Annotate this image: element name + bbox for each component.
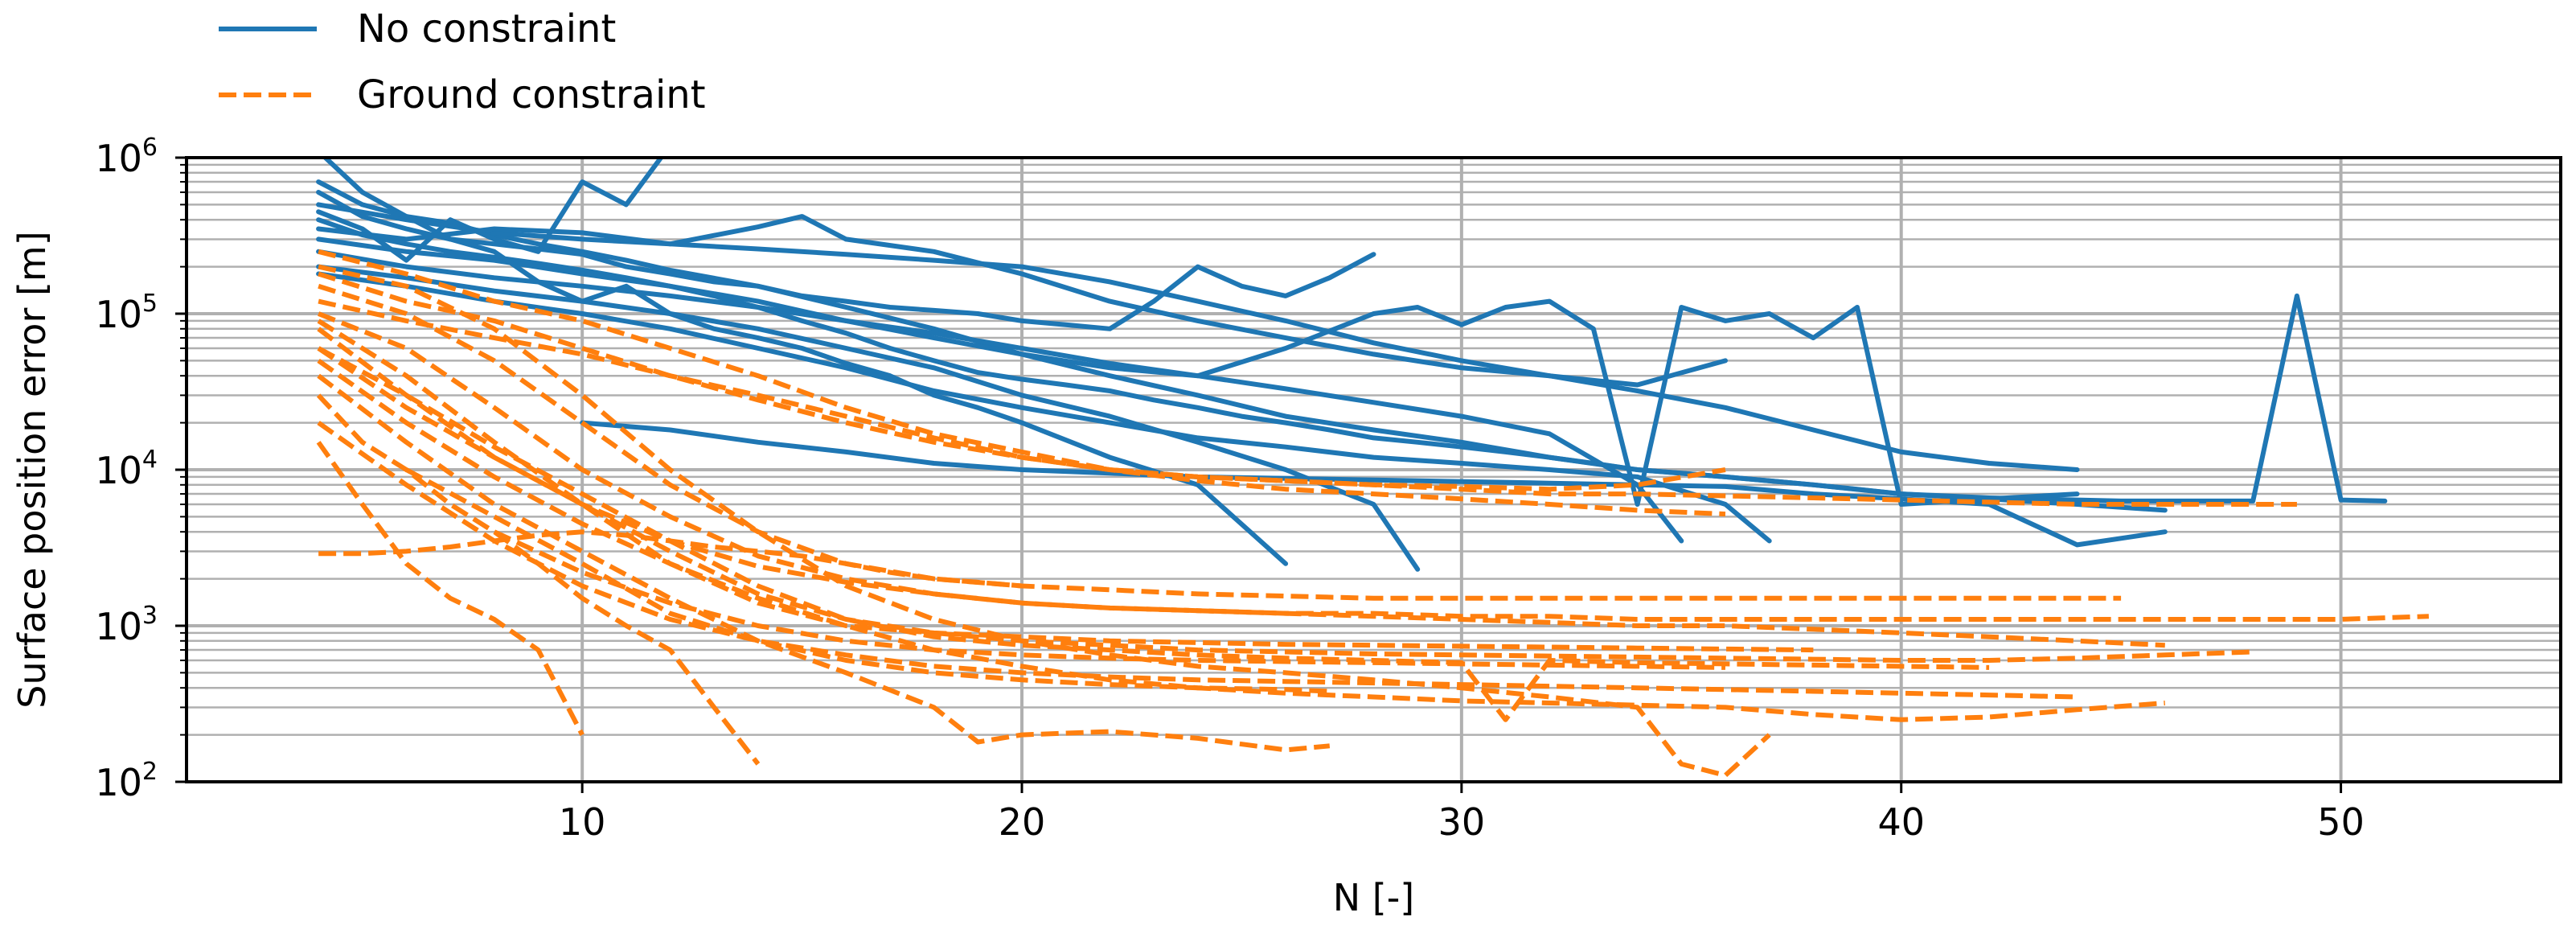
series-layer: [316, 158, 2430, 778]
series-line-ground-constraint-29: [493, 529, 1726, 670]
x-axis-label: N [-]: [1333, 876, 1415, 919]
legend-label-no-constraint: No constraint: [357, 6, 616, 51]
series-line-ground-constraint-24: [317, 327, 2254, 663]
series-line-no-constraint-1: [316, 190, 1376, 331]
y-tick-label: 102: [95, 758, 158, 804]
series-line-ground-constraint-26: [317, 346, 1990, 722]
y-tick-label: 103: [95, 602, 158, 648]
x-tick-label: 10: [559, 800, 606, 844]
x-tick-label: 40: [1877, 800, 1925, 844]
x-tick-label: 30: [1438, 800, 1486, 844]
y-axis-ticks: 102 103 104 105 106: [95, 134, 187, 804]
legend: No constraint Ground constraint: [219, 6, 706, 117]
series-line-ground-constraint-15: [317, 346, 2165, 648]
series-line-ground-constraint-25: [317, 421, 2078, 700]
series-line-no-constraint-10: [316, 271, 1772, 544]
series-line-no-constraint-5: [316, 179, 1289, 566]
x-tick-label: 50: [2317, 800, 2365, 844]
y-tick-label: 106: [95, 134, 158, 180]
legend-label-ground-constraint: Ground constraint: [357, 72, 706, 117]
series-line-ground-constraint-20: [317, 373, 1331, 753]
series-line-no-constraint-11: [580, 420, 2168, 548]
y-tick-label: 104: [95, 446, 158, 492]
series-line-ground-constraint-18: [318, 264, 1771, 778]
series-line-ground-constraint-19: [317, 358, 2166, 722]
series-line-ground-constraint-17: [318, 283, 2122, 601]
series-line-ground-constraint-28: [317, 319, 1814, 653]
y-axis-label: Surface position error [m]: [10, 231, 54, 708]
series-line-ground-constraint-23: [318, 298, 1726, 517]
x-tick-label: 20: [999, 800, 1046, 844]
x-axis-ticks: 10 20 30 40 50: [559, 782, 2365, 844]
series-line-no-constraint-3: [316, 202, 2080, 472]
series-line-ground-constraint-13: [316, 441, 585, 736]
series-line-no-constraint-8: [316, 249, 1684, 544]
series-line-no-constraint-9: [316, 264, 1421, 572]
series-line-no-constraint-7: [316, 214, 1728, 388]
series-line-no-constraint-6: [316, 158, 664, 263]
series-line-ground-constraint-21: [318, 249, 2297, 507]
series-line-ground-constraint-16: [318, 311, 2430, 622]
series-line-no-constraint-4: [316, 236, 2080, 507]
series-line-ground-constraint-22: [318, 271, 1726, 492]
series-line-ground-constraint-27: [404, 467, 1330, 694]
y-tick-label: 105: [95, 290, 158, 336]
